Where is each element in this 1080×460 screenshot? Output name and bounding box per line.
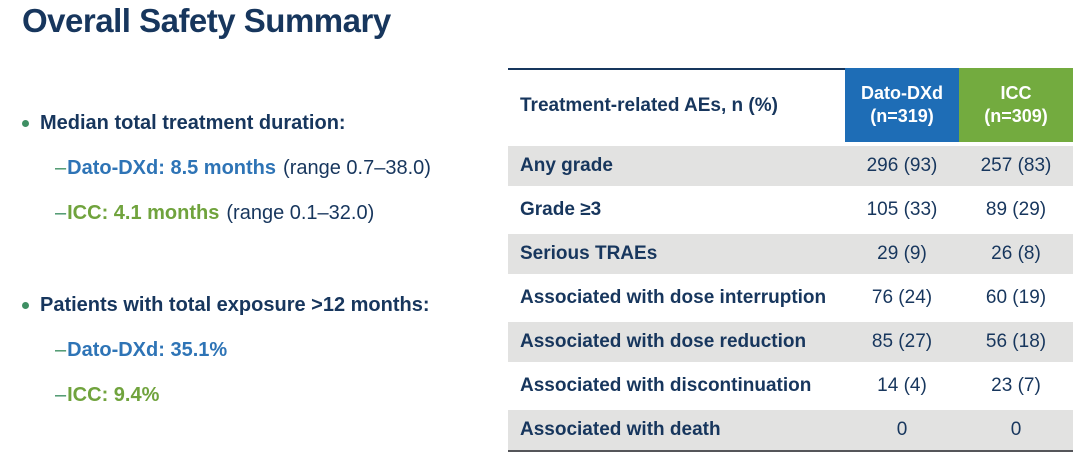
row-label: Associated with death [520, 419, 721, 440]
table-body: Any grade 296 (93) 257 (83) Grade ≥3 105… [508, 146, 1073, 452]
table-row-dose-reduction: Associated with dose reduction 85 (27) 5… [508, 322, 1073, 362]
dato-value: 85 (27) [871, 331, 933, 352]
bullet-item: Median total treatment duration: [22, 110, 504, 136]
sub-bullet-dato-duration: –Dato-DXd: 8.5 months (range 0.7–38.0) [22, 155, 504, 181]
icc-column-title: ICC [1000, 83, 1032, 103]
table-row-any-grade: Any grade 296 (93) 257 (83) [508, 146, 1073, 186]
icc-duration-value: ICC: 4.1 months [67, 202, 220, 224]
treatment-related-aes-table: Treatment-related AEs, n (%) Dato-DXd (n… [508, 68, 1073, 452]
bullet-dot-icon [22, 120, 29, 127]
dato-value: 29 (9) [877, 243, 927, 264]
icc-column-n: (n=309) [984, 106, 1048, 126]
bullet-group-treatment-duration: Median total treatment duration: –Dato-D… [22, 110, 504, 226]
dato-value: 76 (24) [871, 287, 933, 308]
bullet-label: Patients with total exposure >12 months: [40, 294, 430, 316]
row-label: Serious TRAEs [520, 243, 658, 264]
row-label: Any grade [520, 155, 613, 176]
dato-value: 105 (33) [866, 199, 938, 220]
bullet-group-exposure: Patients with total exposure >12 months:… [22, 292, 504, 408]
icc-value: 0 [1010, 419, 1022, 440]
bullet-item: Patients with total exposure >12 months: [22, 292, 504, 318]
dato-duration-value: Dato-DXd: 8.5 months [67, 157, 277, 179]
bullet-label: Median total treatment duration: [40, 112, 346, 134]
icc-value: 257 (83) [980, 155, 1052, 176]
table-header-dato-dxd: Dato-DXd (n=319) [845, 68, 959, 142]
icc-value: 26 (8) [991, 243, 1041, 264]
bullet-dot-icon [22, 302, 29, 309]
row-label: Associated with discontinuation [520, 375, 812, 396]
dash-marker-icon: – [55, 384, 67, 406]
dash-marker-icon: – [55, 202, 67, 224]
row-label: Associated with dose reduction [520, 331, 807, 352]
icc-value: 60 (19) [985, 287, 1047, 308]
table-row-discontinuation: Associated with discontinuation 14 (4) 2… [508, 366, 1073, 406]
dato-value: 14 (4) [877, 375, 927, 396]
icc-value: 23 (7) [991, 375, 1041, 396]
table-row-death: Associated with death 0 0 [508, 410, 1073, 450]
table-header-icc: ICC (n=309) [959, 68, 1073, 142]
dash-marker-icon: – [55, 339, 67, 361]
table-header-label: Treatment-related AEs, n (%) [508, 68, 845, 142]
page-title: Overall Safety Summary [22, 2, 391, 39]
table-row-grade-ge3: Grade ≥3 105 (33) 89 (29) [508, 190, 1073, 230]
icc-value: 89 (29) [985, 199, 1047, 220]
sub-bullet-icc-exposure: –ICC: 9.4% [22, 382, 504, 408]
dato-duration-range: (range 0.7–38.0) [283, 157, 431, 179]
sub-bullet-icc-duration: –ICC: 4.1 months (range 0.1–32.0) [22, 200, 504, 226]
icc-value: 56 (18) [985, 331, 1047, 352]
dato-column-n: (n=319) [870, 106, 934, 126]
summary-bullet-panel: Median total treatment duration: –Dato-D… [22, 110, 504, 408]
icc-exposure-value: ICC: 9.4% [67, 384, 160, 406]
table-header-row: Treatment-related AEs, n (%) Dato-DXd (n… [508, 68, 1073, 142]
sub-bullet-dato-exposure: –Dato-DXd: 35.1% [22, 337, 504, 363]
dato-exposure-value: Dato-DXd: 35.1% [67, 339, 228, 361]
table-row-dose-interruption: Associated with dose interruption 76 (24… [508, 278, 1073, 318]
row-label: Associated with dose interruption [520, 287, 827, 308]
dato-value: 0 [896, 419, 908, 440]
dash-marker-icon: – [55, 157, 67, 179]
table-row-serious-traes: Serious TRAEs 29 (9) 26 (8) [508, 234, 1073, 274]
row-label: Grade ≥3 [520, 199, 602, 220]
dato-value: 296 (93) [866, 155, 938, 176]
dato-column-title: Dato-DXd [861, 83, 943, 103]
icc-duration-range: (range 0.1–32.0) [226, 202, 375, 224]
